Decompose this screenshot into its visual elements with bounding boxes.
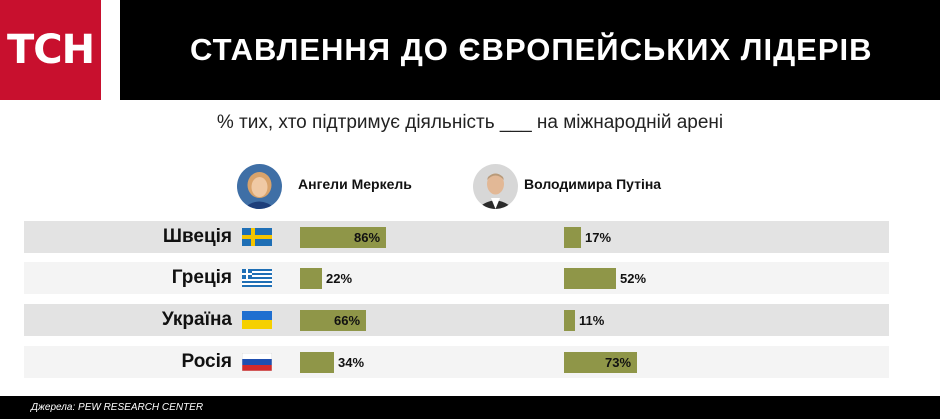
ukraine-flag-icon bbox=[242, 311, 272, 329]
putin-portrait-icon bbox=[473, 164, 518, 209]
data-label-merkel-russia: 34% bbox=[338, 355, 365, 370]
putin-label: Володимира Путіна bbox=[524, 176, 662, 192]
bar-merkel-russia bbox=[300, 352, 334, 373]
greece-flag-icon bbox=[242, 269, 272, 287]
country-row-ukraine: Україна 66% 11% bbox=[24, 304, 889, 336]
bar-merkel-greece bbox=[300, 268, 322, 289]
country-label: Греція bbox=[171, 267, 232, 288]
bar-putin-russia bbox=[564, 352, 637, 373]
country-label: Росія bbox=[181, 351, 233, 372]
country-row-russia: Росія 34% 73% bbox=[24, 346, 889, 378]
data-label-merkel-greece: 22% bbox=[326, 271, 353, 286]
data-label-putin-sweden: 17% bbox=[585, 230, 612, 245]
header-bar: СТАВЛЕННЯ ДО ЄВРОПЕЙСЬКИХ ЛІДЕРІВ bbox=[120, 0, 940, 100]
merkel-portrait-icon bbox=[237, 164, 282, 209]
tsn-logo-text: ТСН bbox=[6, 27, 95, 73]
data-label-merkel-sweden: 86% bbox=[354, 230, 381, 245]
country-label: Швеція bbox=[162, 226, 232, 247]
country-row-greece: Греція 22% 52% bbox=[24, 262, 889, 294]
merkel-label: Ангели Меркель bbox=[298, 176, 412, 192]
russia-flag-icon bbox=[241, 352, 273, 372]
chart-subtitle: % тих, хто підтримує діяльність ___ на м… bbox=[216, 112, 724, 133]
sweden-flag-icon bbox=[242, 228, 272, 246]
bar-putin-greece bbox=[564, 268, 616, 289]
tsn-logo: ТСН bbox=[0, 0, 101, 100]
data-label-merkel-ukraine: 66% bbox=[334, 313, 361, 328]
source-footer: Джерела: PEW RESEARCH CENTER bbox=[0, 396, 940, 419]
bar-merkel-sweden bbox=[300, 227, 386, 248]
page-title: СТАВЛЕННЯ ДО ЄВРОПЕЙСЬКИХ ЛІДЕРІВ bbox=[190, 32, 873, 67]
country-row-sweden: Швеція 86% 17% bbox=[24, 221, 889, 253]
bar-merkel-ukraine bbox=[300, 310, 366, 331]
data-label-putin-ukraine: 11% bbox=[579, 313, 605, 328]
bar-putin-ukraine bbox=[564, 310, 575, 331]
source-text: Джерела: PEW RESEARCH CENTER bbox=[31, 402, 204, 413]
bar-putin-sweden bbox=[564, 227, 581, 248]
country-label: Україна bbox=[161, 309, 232, 330]
data-label-putin-greece: 52% bbox=[620, 271, 647, 286]
data-label-putin-russia: 73% bbox=[605, 355, 632, 370]
